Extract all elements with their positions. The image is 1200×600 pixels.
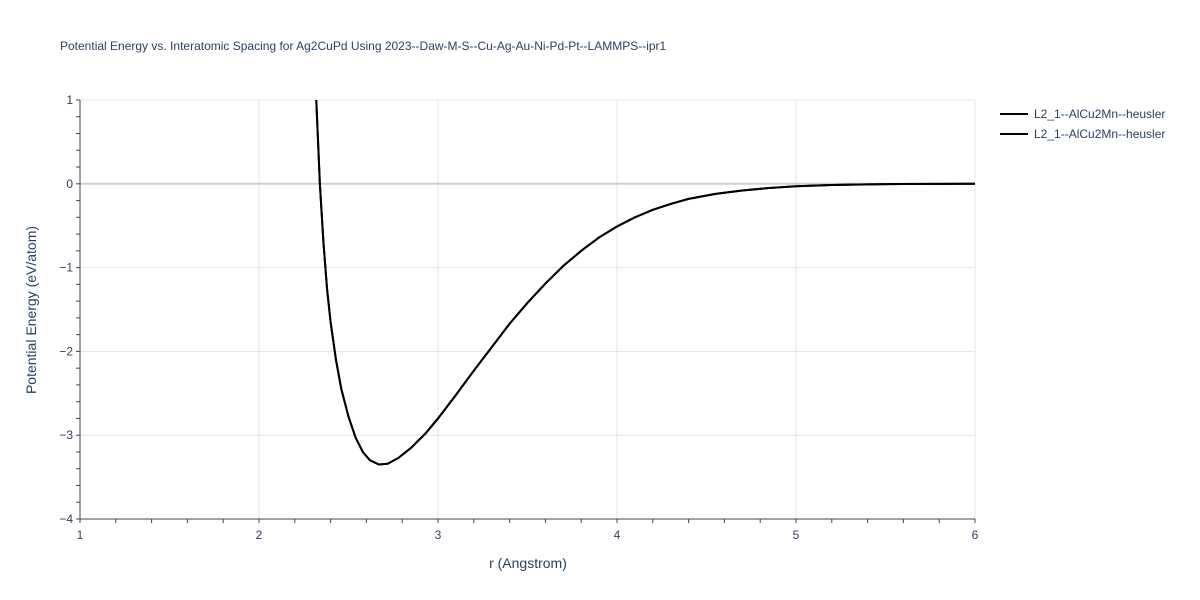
y-tick-label: 0 [66, 177, 73, 191]
y-tick-label: 1 [66, 93, 73, 107]
y-axis-title: Potential Energy (eV/atom) [23, 226, 39, 394]
y-tick-label: −2 [59, 344, 73, 358]
legend-item[interactable]: L2_1--AlCu2Mn--heusler [1000, 107, 1165, 121]
x-tick-label: 4 [614, 528, 621, 542]
chart-title: Potential Energy vs. Interatomic Spacing… [60, 39, 667, 53]
grid-layer [80, 99, 976, 519]
legend-label: L2_1--AlCu2Mn--heusler [1034, 107, 1165, 121]
x-tick-label: 1 [77, 528, 84, 542]
y-tick-label: −3 [59, 428, 73, 442]
series-line-2[interactable] [315, 100, 975, 466]
legend-label: L2_1--AlCu2Mn--heusler [1034, 127, 1165, 141]
series-line-1[interactable] [315, 100, 975, 466]
legend-item[interactable]: L2_1--AlCu2Mn--heusler [1000, 127, 1165, 141]
x-tick-label: 2 [256, 528, 263, 542]
x-tick-label: 6 [972, 528, 979, 542]
legend[interactable]: L2_1--AlCu2Mn--heusler L2_1--AlCu2Mn--heu… [1000, 107, 1165, 141]
series-layer [315, 100, 975, 466]
y-tick-label: −1 [59, 261, 73, 275]
x-tick-label: 3 [435, 528, 442, 542]
axes-layer: 1 2 3 4 5 6 1 0 −1 −2 −3 −4 [59, 93, 978, 542]
x-axis-title: r (Angstrom) [489, 555, 567, 571]
y-tick-label: −4 [59, 512, 73, 526]
x-tick-label: 5 [793, 528, 800, 542]
